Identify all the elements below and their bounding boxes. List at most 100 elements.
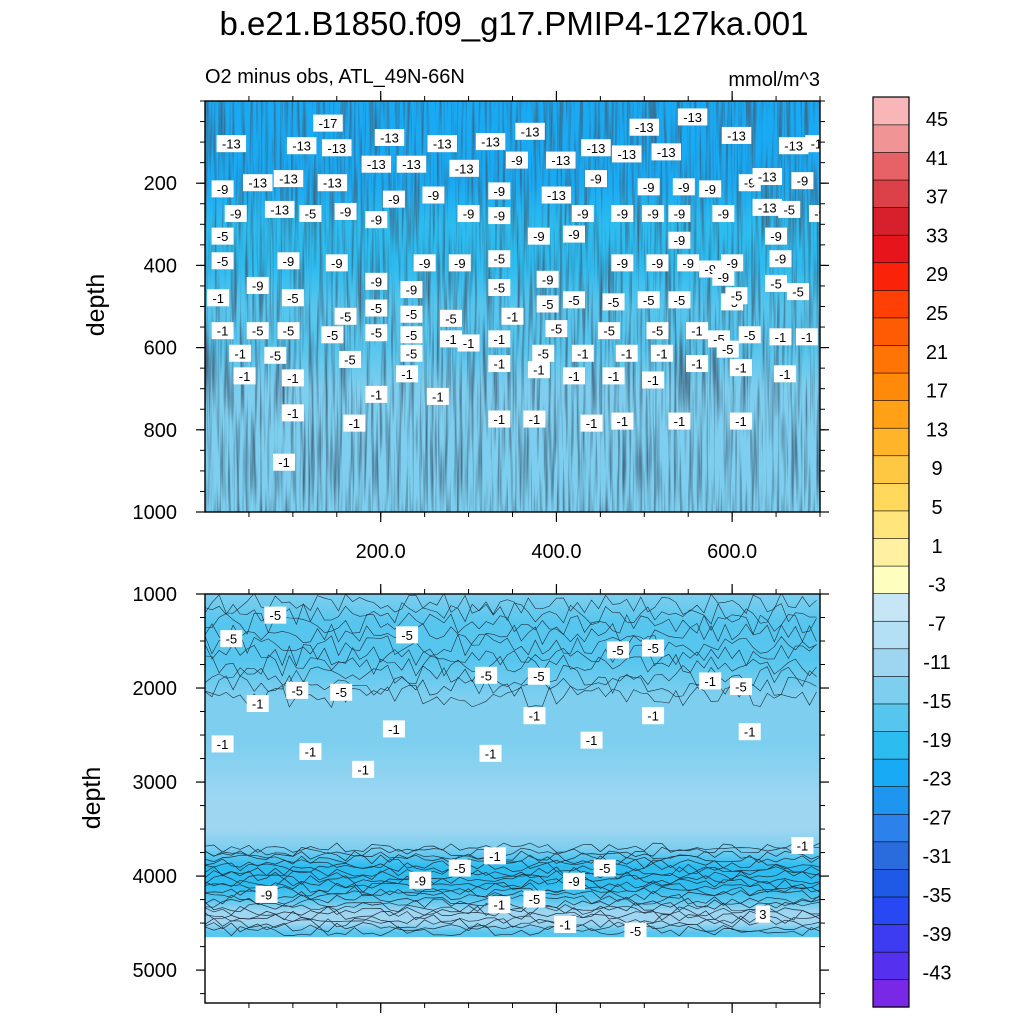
contour-label: -13 [721,126,752,144]
colorbar-swatch [872,593,910,622]
svg-text:-13: -13 [481,135,500,150]
contour-line [205,878,820,889]
colorbar-label: -11 [923,652,950,674]
contour-label: -5 [299,205,322,223]
contour-label: -9 [536,270,559,288]
svg-text:-13: -13 [758,170,777,185]
contour-line [205,874,820,885]
svg-text:-9: -9 [682,256,694,271]
svg-text:-1: -1 [775,330,787,345]
y-tick-label: 200 [144,173,177,195]
svg-text:-5: -5 [344,352,356,367]
colorbar-label: -35 [923,885,952,907]
svg-text:-1: -1 [432,389,444,404]
contour-label: -9 [791,172,814,190]
contour-label: -1 [211,735,234,753]
contour-label: -5 [448,859,471,877]
svg-text:-13: -13 [327,141,346,156]
contour-line [205,913,820,925]
contour-label: -13 [611,145,642,163]
contour-label: -13 [752,198,783,216]
x-tick-label: 400.0 [531,541,581,563]
svg-text:-5: -5 [283,324,295,339]
contour-label: -9 [584,170,607,188]
contour-label: -5 [338,350,361,368]
contour-label: -1 [343,414,366,432]
contour-label: -1 [523,707,546,725]
contour-line [205,858,820,869]
svg-text:-9: -9 [340,204,352,219]
contour-label: -13 [778,137,809,155]
svg-text:-1: -1 [494,898,506,913]
contour-label: -9 [611,205,634,223]
svg-text:-5: -5 [783,202,795,217]
svg-text:-1: -1 [533,363,545,378]
contour-label: -9 [765,227,788,245]
contour-label: -1 [229,344,252,362]
contour-label: -5 [211,252,234,270]
svg-text:-5: -5 [327,328,339,343]
colorbar-swatch [872,703,910,732]
lower-panel-contour-lines [205,594,820,937]
contour-line [205,854,820,865]
contour-label: -9 [255,885,278,903]
svg-text:-1: -1 [234,346,246,361]
contour-label: -9 [488,182,511,200]
contour-label: -13 [449,159,479,177]
contour-label: -9 [668,205,691,223]
contour-label: -9 [334,202,357,220]
svg-text:-1: -1 [568,369,580,384]
svg-text:-1: -1 [586,416,598,431]
svg-text:-1: -1 [617,414,629,429]
contour-label: -9 [637,178,660,196]
svg-text:-1: -1 [217,737,229,752]
svg-text:-1: -1 [608,369,620,384]
contour-label: -1 [440,330,462,348]
svg-text:-13: -13 [551,153,570,168]
svg-text:-5: -5 [371,301,383,316]
svg-text:-1: -1 [401,367,413,382]
svg-text:-13: -13 [323,176,342,191]
svg-text:-13: -13 [455,161,474,176]
svg-text:-9: -9 [577,207,589,222]
colorbar-label: 37 [926,187,948,209]
contour-label: -5 [598,322,621,340]
colorbar-swatch [872,427,910,457]
contour-label: -13 [805,135,820,153]
colorbar-swatch [872,455,910,484]
contour-label: -1 [352,760,375,778]
svg-text:-9: -9 [827,178,839,193]
contour-label: -9 [712,268,735,286]
contour-label: -1 [479,744,502,762]
contour-label: -5 [593,859,616,877]
svg-text:-1: -1 [704,674,716,689]
contour-line [205,882,820,893]
contour-line [205,842,820,853]
svg-text:-5: -5 [335,685,347,700]
contour-label: -9 [246,276,269,294]
colorbar-label: 41 [926,148,948,170]
svg-text:-9: -9 [678,180,690,195]
svg-text:-13: -13 [758,200,777,215]
contour-label: -1 [457,334,480,352]
contour-label: -5 [330,683,353,701]
colorbar-swatch [872,317,910,346]
contour-label: -9 [699,180,722,198]
contour-label: -1 [246,695,269,713]
svg-text:-5: -5 [542,297,554,312]
contour-label: -9 [809,205,820,223]
contour-label: -13 [541,186,572,204]
svg-text:-5: -5 [406,346,418,361]
contour-label: -13 [322,139,352,157]
contour-label: -1 [668,412,691,430]
svg-text:-1: -1 [621,346,633,361]
svg-text:-5: -5 [533,669,545,684]
svg-text:-1: -1 [217,324,229,339]
svg-text:-9: -9 [542,272,554,287]
contour-label: -5 [765,274,788,292]
colorbar-label: -39 [923,924,952,946]
contour-label: -1 [602,367,625,385]
svg-text:-5: -5 [770,276,782,291]
svg-text:-5: -5 [612,643,624,658]
